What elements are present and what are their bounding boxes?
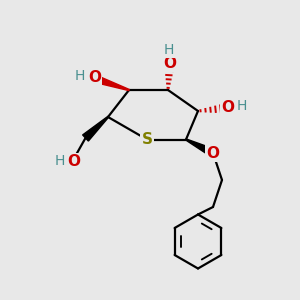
Text: O: O (163, 56, 176, 71)
Text: O: O (88, 70, 101, 86)
Polygon shape (92, 74, 129, 91)
Text: O: O (206, 146, 220, 160)
Text: H: H (164, 43, 174, 57)
Text: S: S (142, 132, 152, 147)
Text: O: O (221, 100, 234, 115)
Polygon shape (186, 139, 215, 157)
Text: H: H (237, 100, 247, 113)
Text: O: O (67, 154, 80, 169)
Polygon shape (82, 117, 108, 141)
Text: H: H (74, 70, 85, 83)
Text: H: H (54, 154, 64, 168)
